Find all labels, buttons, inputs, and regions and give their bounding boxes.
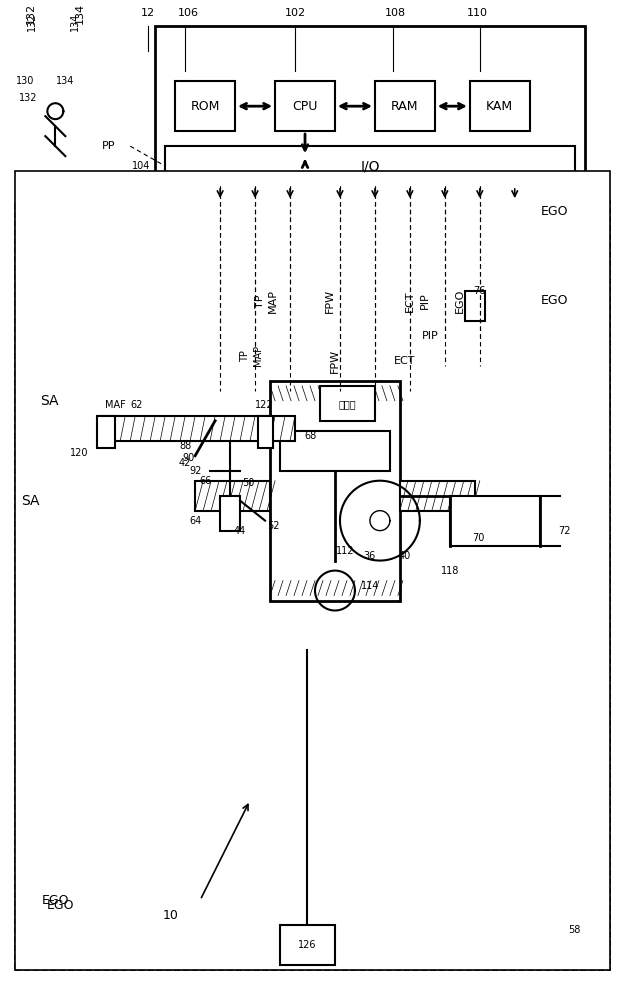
Bar xyxy=(270,381,400,601)
Text: 10: 10 xyxy=(162,909,178,922)
Text: 130: 130 xyxy=(16,76,34,86)
Text: 42: 42 xyxy=(179,458,191,468)
Bar xyxy=(155,26,584,191)
Text: SA: SA xyxy=(21,494,39,508)
Bar xyxy=(98,416,115,448)
Text: 76: 76 xyxy=(474,286,486,296)
Text: 134: 134 xyxy=(56,76,74,86)
Text: 58: 58 xyxy=(569,925,581,935)
Bar xyxy=(470,81,530,131)
Text: PIP: PIP xyxy=(421,331,438,341)
Text: 64: 64 xyxy=(189,516,201,526)
Text: EGO: EGO xyxy=(541,294,568,307)
Text: 132: 132 xyxy=(28,13,38,31)
Text: 112: 112 xyxy=(336,546,354,556)
Text: 114: 114 xyxy=(361,581,379,591)
Text: 72: 72 xyxy=(558,526,571,536)
Bar xyxy=(280,431,390,471)
Text: MAP: MAP xyxy=(268,289,278,313)
Bar xyxy=(16,171,609,970)
Text: 118: 118 xyxy=(441,566,459,576)
Text: 50: 50 xyxy=(242,478,254,488)
Bar xyxy=(175,81,235,131)
Text: 90: 90 xyxy=(182,453,194,463)
Text: 106: 106 xyxy=(177,8,199,18)
Bar xyxy=(450,496,540,546)
Text: TP: TP xyxy=(255,294,265,308)
Text: EGO: EGO xyxy=(455,289,465,313)
Bar xyxy=(465,291,485,321)
Text: 52: 52 xyxy=(267,521,279,531)
Text: 132: 132 xyxy=(26,3,36,24)
Text: MAF: MAF xyxy=(105,400,126,410)
Text: 88: 88 xyxy=(179,441,191,451)
Text: 92: 92 xyxy=(189,466,201,476)
Text: 驱动器: 驱动器 xyxy=(338,399,356,409)
Text: EGO: EGO xyxy=(42,894,69,907)
Bar xyxy=(258,416,273,448)
Text: ECT: ECT xyxy=(394,356,416,366)
Text: 12: 12 xyxy=(141,8,155,18)
Bar xyxy=(280,925,335,965)
Text: PIP: PIP xyxy=(420,293,430,309)
Text: 70: 70 xyxy=(472,533,484,543)
Text: KAM: KAM xyxy=(486,100,513,113)
Bar xyxy=(275,81,335,131)
Bar xyxy=(100,416,295,441)
Bar xyxy=(375,81,435,131)
Bar xyxy=(320,386,375,421)
Text: 126: 126 xyxy=(298,940,316,950)
Text: FPW: FPW xyxy=(330,349,340,373)
Text: 36: 36 xyxy=(364,551,376,561)
Text: 40: 40 xyxy=(399,551,411,561)
Text: 44: 44 xyxy=(234,526,246,536)
Text: 134: 134 xyxy=(75,3,85,24)
Text: 104: 104 xyxy=(132,161,150,171)
Text: EGO: EGO xyxy=(541,205,568,218)
Text: 108: 108 xyxy=(384,8,406,18)
Text: CPU: CPU xyxy=(292,100,318,113)
Text: I/O: I/O xyxy=(360,159,379,173)
Text: 122: 122 xyxy=(255,400,273,410)
Text: ECT: ECT xyxy=(405,290,415,312)
Text: MAP: MAP xyxy=(253,345,263,366)
Text: EGO: EGO xyxy=(47,899,74,912)
Text: 110: 110 xyxy=(468,8,488,18)
Bar xyxy=(165,146,574,186)
Bar xyxy=(400,481,475,511)
Text: RAM: RAM xyxy=(391,100,419,113)
Bar xyxy=(220,496,240,531)
Text: FPW: FPW xyxy=(325,289,335,313)
Text: 102: 102 xyxy=(284,8,306,18)
Text: 68: 68 xyxy=(304,431,316,441)
Text: ROM: ROM xyxy=(191,100,220,113)
Text: 132: 132 xyxy=(19,93,38,103)
Text: 134: 134 xyxy=(71,13,81,31)
Bar xyxy=(195,481,270,511)
Text: 62: 62 xyxy=(130,400,142,410)
Text: TP: TP xyxy=(240,350,250,362)
Text: SA: SA xyxy=(41,394,59,408)
Text: PP: PP xyxy=(101,141,115,151)
Text: 120: 120 xyxy=(70,448,88,458)
Text: 66: 66 xyxy=(199,476,211,486)
